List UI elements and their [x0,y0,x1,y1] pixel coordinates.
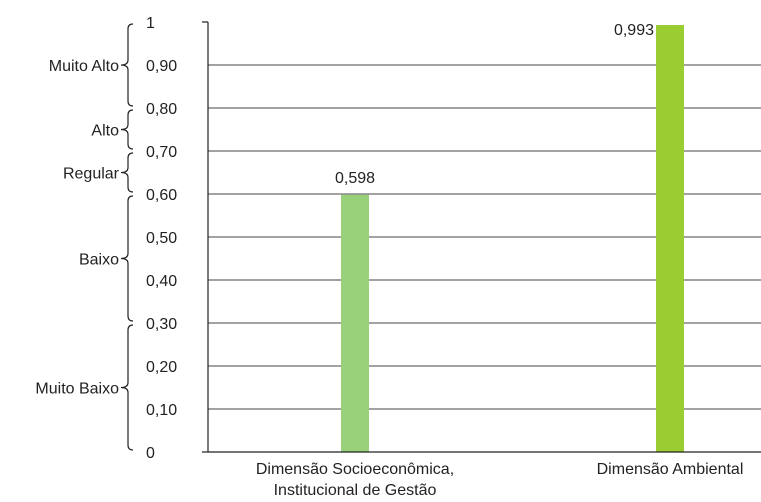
y-tick-label: 0,10 [146,402,177,419]
gridlines [208,64,761,410]
range-label: Muito Baixo [35,381,119,398]
data-labels: 0,598 0,993 [335,22,654,187]
x-axis-ticks: Dimensão Socioeconômica, Institucional de… [256,461,744,499]
classification-ranges: Muito Baixo Baixo Regular Alto Muito Alto [35,23,134,451]
range-brace [120,109,134,150]
y-tick-label: 1 [146,15,155,32]
y-tick-label: 0,20 [146,359,177,376]
y-tick-label: 0,70 [146,144,177,161]
axes [202,21,761,453]
range-label: Regular [63,166,120,183]
range-label: Baixo [79,252,119,269]
range-brace [120,23,134,107]
data-label: 0,993 [614,22,654,39]
y-tick-label: 0,50 [146,230,177,247]
y-tick-label: 0 [146,445,155,462]
y-tick-label: 0,80 [146,101,177,118]
y-tick-label: 0,30 [146,316,177,333]
bar [656,25,684,452]
x-tick-label: Dimensão Ambiental [597,461,744,478]
x-tick-label: Dimensão Socioeconômica, Institucional de… [256,461,454,499]
range-label: Alto [91,123,119,140]
y-axis-ticks: 0 0,10 0,20 0,30 0,40 0,50 0,60 0,70 0,80 0,90 1 [146,15,177,462]
y-tick-label: 0,60 [146,187,177,204]
range-brace [120,152,134,193]
bars [341,25,684,453]
range-brace [120,195,134,322]
y-tick-label: 0,90 [146,58,177,75]
range-label: Muito Alto [49,58,119,75]
y-tick-label: 0,40 [146,273,177,290]
data-label: 0,598 [335,170,375,187]
range-brace [120,324,134,451]
bar [341,194,369,453]
